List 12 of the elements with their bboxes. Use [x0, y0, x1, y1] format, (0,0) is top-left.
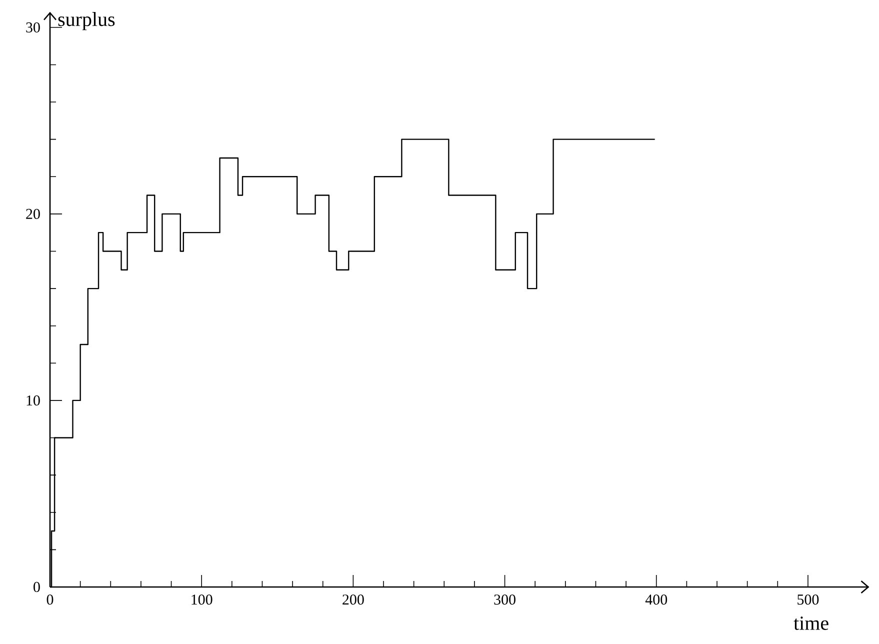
x-tick-label: 400 — [645, 594, 668, 605]
y-tick-label: 30 — [26, 22, 40, 32]
x-tick-label: 200 — [342, 594, 364, 605]
x-axis-title: time — [794, 616, 828, 630]
y-axis-title: surplus — [58, 12, 115, 30]
x-tick-label: 100 — [192, 594, 212, 605]
y-tick-label: 20 — [26, 208, 40, 219]
y-tick-label: 0 — [34, 582, 40, 592]
x-tick-label: 500 — [798, 594, 819, 605]
x-tick-label: 0 — [46, 594, 54, 605]
y-tick-label: 10 — [26, 395, 40, 406]
x-tick-label: 300 — [494, 594, 516, 605]
